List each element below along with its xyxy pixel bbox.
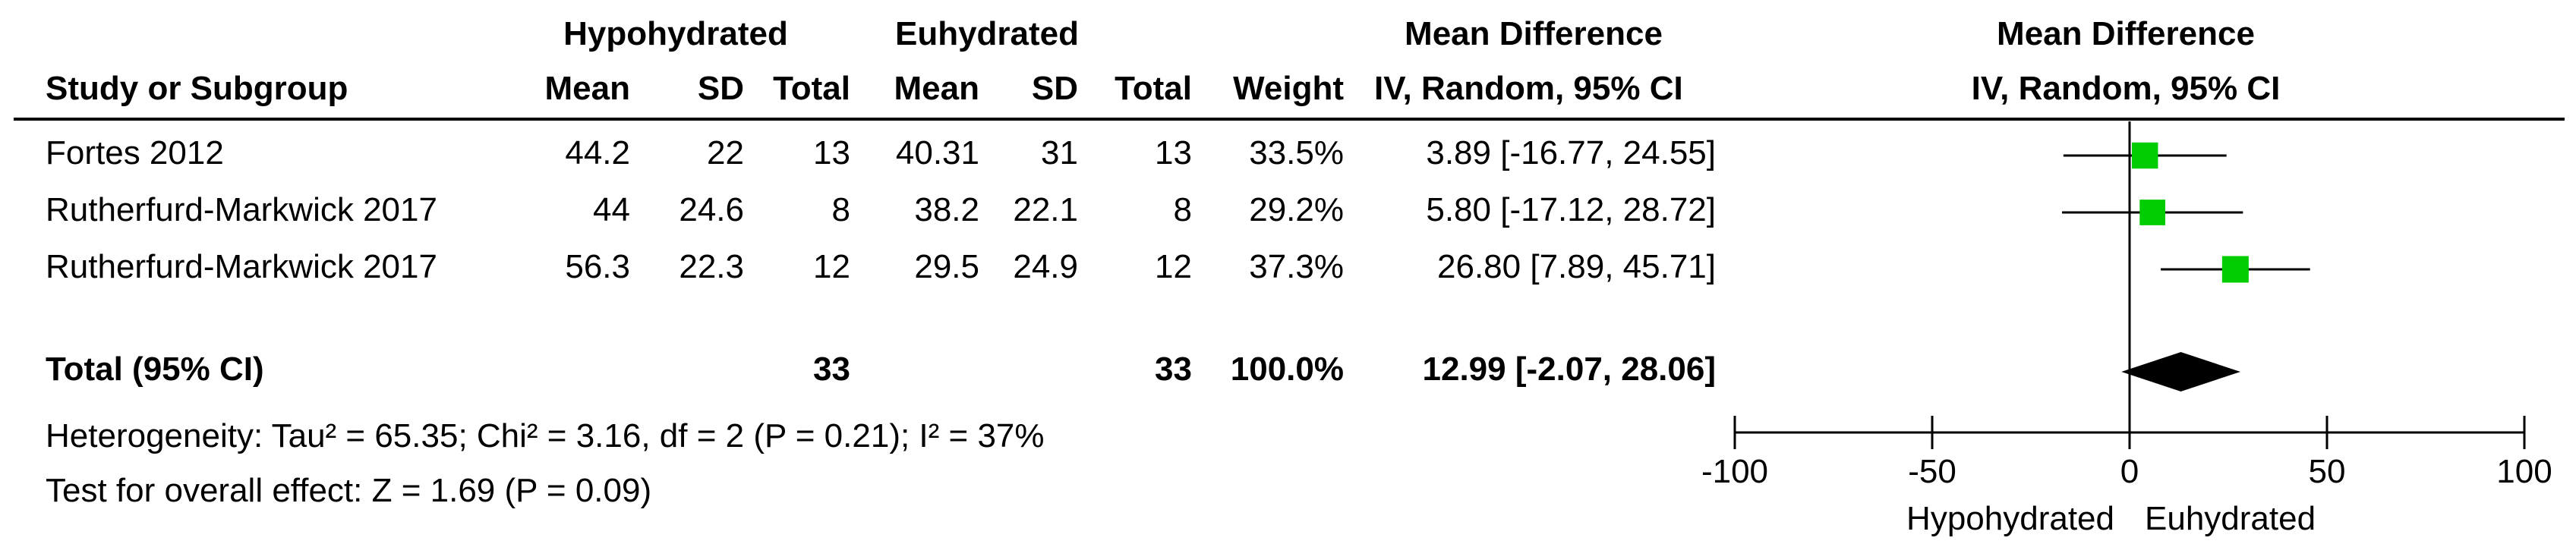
sd1-cell: 22 — [707, 134, 744, 171]
total2-cell: 8 — [1173, 191, 1192, 228]
mean2-cell: 29.5 — [914, 248, 979, 285]
ci-text-cell: 26.80 [7.89, 45.71] — [1437, 248, 1716, 285]
sd2-cell: 31 — [1041, 134, 1078, 171]
weight-cell: 33.5% — [1249, 134, 1344, 171]
mean1-cell: 44 — [593, 191, 630, 228]
total2-cell: 13 — [1155, 134, 1192, 171]
overall-effect-text: Test for overall effect: Z = 1.69 (P = 0… — [46, 472, 652, 509]
total1-sum: 33 — [813, 351, 850, 388]
md-method-right: IV, Random, 95% CI — [1971, 70, 2281, 107]
sd2-cell: 24.9 — [1013, 248, 1078, 285]
total1-header: Total — [773, 70, 850, 107]
total2-cell: 12 — [1155, 248, 1192, 285]
study-effect-marker — [2139, 200, 2166, 225]
heterogeneity-text: Heterogeneity: Tau² = 65.35; Chi² = 3.16… — [46, 417, 1045, 454]
study-header: Study or Subgroup — [46, 70, 348, 107]
x-axis-tick-label: 50 — [2309, 453, 2346, 490]
sd2-cell: 22.1 — [1013, 191, 1078, 228]
total-ci-text: 12.99 [-2.07, 28.06] — [1422, 351, 1716, 388]
sd1-header: SD — [697, 70, 744, 107]
total2-sum: 33 — [1155, 351, 1192, 388]
mean2-cell: 40.31 — [895, 134, 979, 171]
study-name: Rutherfurd-Markwick 2017 — [46, 191, 437, 228]
mean1-header: Mean — [544, 70, 630, 107]
weight-cell: 37.3% — [1249, 248, 1344, 285]
mean1-cell: 44.2 — [565, 134, 630, 171]
sd1-cell: 24.6 — [679, 191, 744, 228]
sd2-header: SD — [1031, 70, 1078, 107]
pooled-effect-diamond — [2121, 352, 2240, 391]
header-rule — [14, 118, 2565, 121]
mean2-header: Mean — [894, 70, 979, 107]
sd1-cell: 22.3 — [679, 248, 744, 285]
md-method-left: IV, Random, 95% CI — [1374, 70, 1683, 107]
study-effect-marker — [2132, 142, 2158, 169]
total2-header: Total — [1115, 70, 1192, 107]
group2-header: Euhydrated — [894, 15, 1080, 52]
axis-caption-left: Hypohydrated — [1906, 500, 2114, 537]
ci-text-cell: 3.89 [-16.77, 24.55] — [1426, 134, 1716, 171]
x-axis-tick-label: -50 — [1908, 453, 1956, 490]
md-title-right: Mean Difference — [1997, 15, 2255, 52]
total-weight: 100.0% — [1230, 351, 1344, 388]
mean1-cell: 56.3 — [565, 248, 630, 285]
study-name: Rutherfurd-Markwick 2017 — [46, 248, 437, 285]
md-title-left: Mean Difference — [1405, 15, 1663, 52]
x-axis-tick-label: 0 — [2120, 453, 2139, 490]
axis-caption-right: Euhydrated — [2145, 500, 2316, 537]
ci-text-cell: 5.80 [-17.12, 28.72] — [1426, 191, 1716, 228]
mean2-cell: 38.2 — [914, 191, 979, 228]
x-axis-tick-label: 100 — [2496, 453, 2552, 490]
total1-cell: 8 — [831, 191, 850, 228]
total-label: Total (95% CI) — [46, 351, 264, 388]
study-effect-marker — [2221, 256, 2249, 283]
total1-cell: 13 — [813, 134, 850, 171]
study-name: Fortes 2012 — [46, 134, 224, 171]
weight-cell: 29.2% — [1249, 191, 1344, 228]
x-axis-tick-label: -100 — [1701, 453, 1768, 490]
weight-header: Weight — [1233, 70, 1344, 107]
total1-cell: 12 — [813, 248, 850, 285]
group1-header: Hypohydrated — [563, 15, 788, 52]
